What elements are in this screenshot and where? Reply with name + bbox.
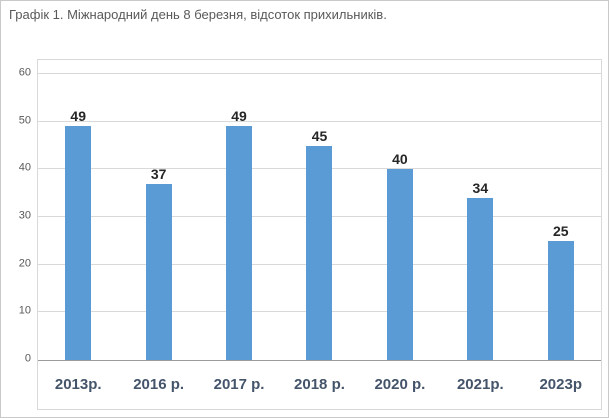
y-tick-label: 20 bbox=[18, 257, 31, 270]
category-label: 2021р. bbox=[456, 376, 504, 393]
bar-value-label: 25 bbox=[552, 222, 569, 239]
bar bbox=[145, 183, 172, 360]
bar bbox=[226, 126, 253, 360]
chart-frame: 49 37 49 45 40 34 25 2013р. 2016 р. 2017 р. 2018 … bbox=[37, 59, 602, 410]
bar-slot: 34 bbox=[440, 74, 520, 360]
bar-value-label: 40 bbox=[392, 151, 408, 168]
chart-title: Графік 1. Міжнародний день 8 березня, ві… bbox=[9, 7, 387, 22]
category-label: 2023р bbox=[539, 376, 583, 393]
gridline bbox=[38, 120, 601, 122]
category-axis: 2013р. 2016 р. 2017 р. 2018 р. 2020 р. 2021р.… bbox=[38, 360, 601, 409]
bar bbox=[467, 197, 494, 360]
bar-value-label: 37 bbox=[150, 165, 167, 182]
bar-value-label: 45 bbox=[311, 127, 328, 144]
gridline bbox=[38, 73, 601, 74]
bar-value-label: 49 bbox=[70, 108, 86, 125]
bar-slot: 49 bbox=[199, 74, 279, 360]
bar bbox=[547, 240, 574, 360]
category-label: 2013р. bbox=[54, 376, 102, 393]
bar bbox=[386, 169, 413, 360]
bar-slot: 45 bbox=[279, 74, 359, 360]
y-axis: 0 10 20 30 40 50 60 bbox=[5, 67, 31, 364]
y-tick-label: 50 bbox=[18, 114, 31, 127]
category-label: 2017 р. bbox=[213, 376, 265, 393]
y-tick-label: 10 bbox=[18, 304, 31, 317]
y-tick-label: 40 bbox=[18, 161, 31, 174]
bar bbox=[65, 126, 92, 360]
bar bbox=[306, 145, 333, 360]
bar-value-label: 49 bbox=[231, 108, 247, 125]
bar-slot: 40 bbox=[360, 74, 440, 360]
y-tick-label: 60 bbox=[18, 66, 31, 79]
y-tick-label: 0 bbox=[24, 352, 31, 365]
category-label: 2016 р. bbox=[133, 376, 185, 393]
category-label: 2018 р. bbox=[294, 376, 345, 393]
bar-slot: 37 bbox=[118, 74, 198, 360]
category-label: 2020 р. bbox=[374, 376, 426, 393]
y-tick-label: 30 bbox=[18, 209, 31, 222]
bar-value-label: 34 bbox=[472, 179, 489, 196]
bar-slot: 25 bbox=[521, 74, 601, 360]
bar-slot: 49 bbox=[38, 74, 118, 360]
plot-area: 49 37 49 45 40 34 25 bbox=[38, 73, 601, 361]
